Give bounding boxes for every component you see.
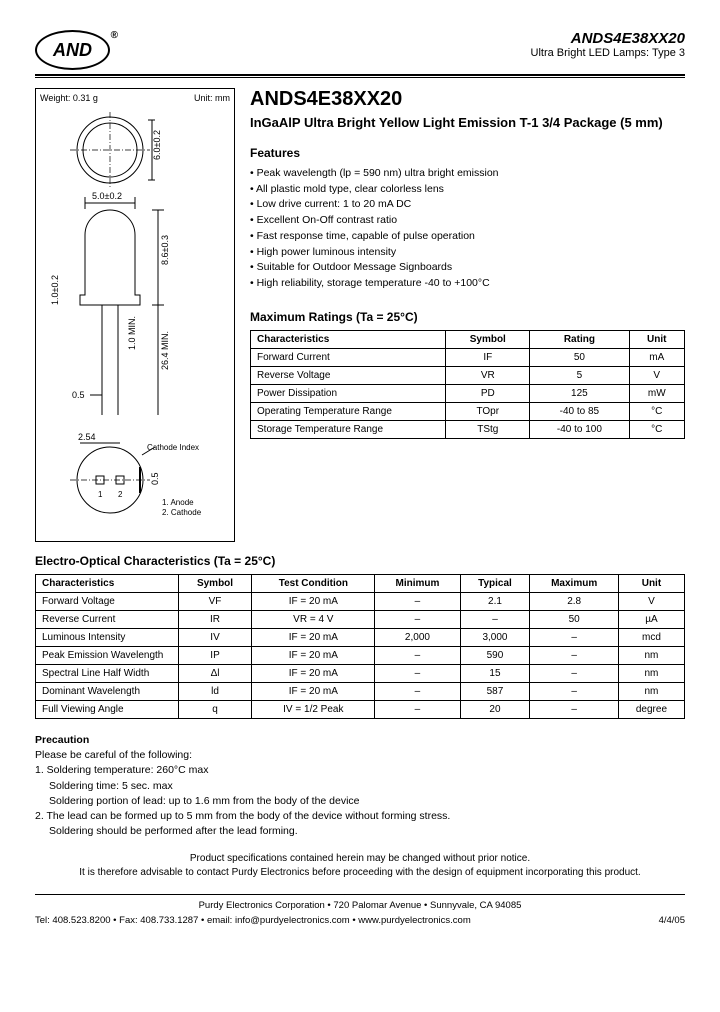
svg-text:26.4 MIN.: 26.4 MIN. [160,331,170,370]
col-header: Unit [618,575,684,593]
col-header: Typical [460,575,530,593]
header-right: ANDS4E38XX20 Ultra Bright LED Lamps: Typ… [531,30,685,59]
feature-item: Low drive current: 1 to 20 mA DC [250,197,685,213]
content-column: ANDS4E38XX20 InGaAlP Ultra Bright Yellow… [250,88,685,542]
datasheet-page: AND ANDS4E38XX20 Ultra Bright LED Lamps:… [0,0,720,947]
table-row: Peak Emission WavelengthIPIF = 20 mA–590… [36,647,685,665]
svg-text:2: 2 [118,490,123,499]
feature-item: Fast response time, capable of pulse ope… [250,229,685,245]
svg-text:1.0 MIN.: 1.0 MIN. [127,316,137,350]
feature-item: High power luminous intensity [250,245,685,261]
svg-text:1. Anode: 1. Anode [162,498,194,507]
header-subtitle: Ultra Bright LED Lamps: Type 3 [531,47,685,59]
header: AND ANDS4E38XX20 Ultra Bright LED Lamps:… [35,30,685,70]
col-header: Symbol [178,575,252,593]
col-header: Test Condition [252,575,375,593]
table-row: Spectral Line Half WidthΔlIF = 20 mA–15–… [36,665,685,683]
feature-item: Excellent On-Off contrast ratio [250,213,685,229]
svg-text:2. Cathode: 2. Cathode [162,508,202,517]
mechanical-diagram: Weight: 0.31 g Unit: mm 6.0±0.2 5.0±0.2 [35,88,235,542]
col-header: Characteristics [251,330,446,348]
precaution-line: Soldering should be performed after the … [35,824,685,839]
table-row: Reverse CurrentIRVR = 4 V––50µA [36,611,685,629]
feature-item: All plastic mold type, clear colorless l… [250,182,685,198]
precaution-heading: Precaution [35,733,685,748]
unit-label: Unit: mm [194,93,230,103]
precaution-intro: Please be careful of the following: [35,748,685,763]
svg-text:5.0±0.2: 5.0±0.2 [92,191,122,201]
table-row: Full Viewing AngleqIV = 1/2 Peak–20–degr… [36,701,685,719]
eo-heading: Electro-Optical Characteristics (Ta = 25… [35,554,685,568]
precaution-line: 2. The lead can be formed up to 5 mm fro… [35,809,685,824]
weight-label: Weight: 0.31 g [40,93,98,103]
precaution-block: Precaution Please be careful of the foll… [35,733,685,840]
product-subtitle: InGaAlP Ultra Bright Yellow Light Emissi… [250,115,685,132]
svg-text:2.54: 2.54 [78,432,96,442]
precaution-line: 1. Soldering temperature: 260°C max [35,763,685,778]
main-row: Weight: 0.31 g Unit: mm 6.0±0.2 5.0±0.2 [35,88,685,542]
col-header: Symbol [446,330,530,348]
precaution-line: Soldering time: 5 sec. max [35,779,685,794]
footer-address: Purdy Electronics Corporation • 720 Palo… [35,899,685,912]
table-row: Reverse VoltageVR5V [251,366,685,384]
table-row: Forward VoltageVFIF = 20 mA–2.12.8V [36,593,685,611]
table-header-row: Characteristics Symbol Test Condition Mi… [36,575,685,593]
table-header-row: Characteristics Symbol Rating Unit [251,330,685,348]
product-title: ANDS4E38XX20 [250,88,685,111]
feature-item: Suitable for Outdoor Message Signboards [250,260,685,276]
svg-text:1: 1 [98,490,103,499]
hr-thin [35,77,685,78]
hr-thick [35,74,685,76]
feature-item: Peak wavelength (lp = 590 nm) ultra brig… [250,166,685,182]
table-row: Power DissipationPD125mW [251,384,685,402]
footer-date: 4/4/05 [659,914,685,927]
svg-text:0.5: 0.5 [72,390,85,400]
notice-line: It is therefore advisable to contact Pur… [35,866,685,880]
feature-item: High reliability, storage temperature -4… [250,276,685,292]
features-list: Peak wavelength (lp = 590 nm) ultra brig… [250,166,685,292]
col-header: Unit [629,330,685,348]
features-heading: Features [250,146,685,160]
precaution-line: Soldering portion of lead: up to 1.6 mm … [35,794,685,809]
svg-text:1.0±0.2: 1.0±0.2 [50,275,60,305]
header-part-number: ANDS4E38XX20 [531,30,685,47]
col-header: Minimum [375,575,460,593]
table-row: Dominant WavelengthldIF = 20 mA–587–nm [36,683,685,701]
footer-contact: Tel: 408.523.8200 • Fax: 408.733.1287 • … [35,914,471,927]
brand-logo: AND [35,30,110,70]
svg-text:8.6±0.3: 8.6±0.3 [160,235,170,265]
table-row: Luminous IntensityIVIF = 20 mA2,0003,000… [36,629,685,647]
led-drawing-icon: 6.0±0.2 5.0±0.2 8.6±0.3 26.4 MIN. 1.0±0.… [40,105,230,535]
col-header: Characteristics [36,575,179,593]
table-row: Operating Temperature RangeTOpr-40 to 85… [251,402,685,420]
ratings-table: Characteristics Symbol Rating Unit Forwa… [250,330,685,439]
table-row: Forward CurrentIF50mA [251,348,685,366]
col-header: Rating [530,330,629,348]
notice-block: Product specifications contained herein … [35,852,685,880]
notice-line: Product specifications contained herein … [35,852,685,866]
ratings-heading: Maximum Ratings (Ta = 25°C) [250,310,685,324]
svg-text:0.5: 0.5 [150,472,160,485]
col-header: Maximum [530,575,618,593]
eo-table: Characteristics Symbol Test Condition Mi… [35,574,685,719]
footer: Purdy Electronics Corporation • 720 Palo… [35,894,685,928]
table-row: Storage Temperature RangeTStg-40 to 100°… [251,420,685,438]
svg-text:6.0±0.2: 6.0±0.2 [152,130,162,160]
